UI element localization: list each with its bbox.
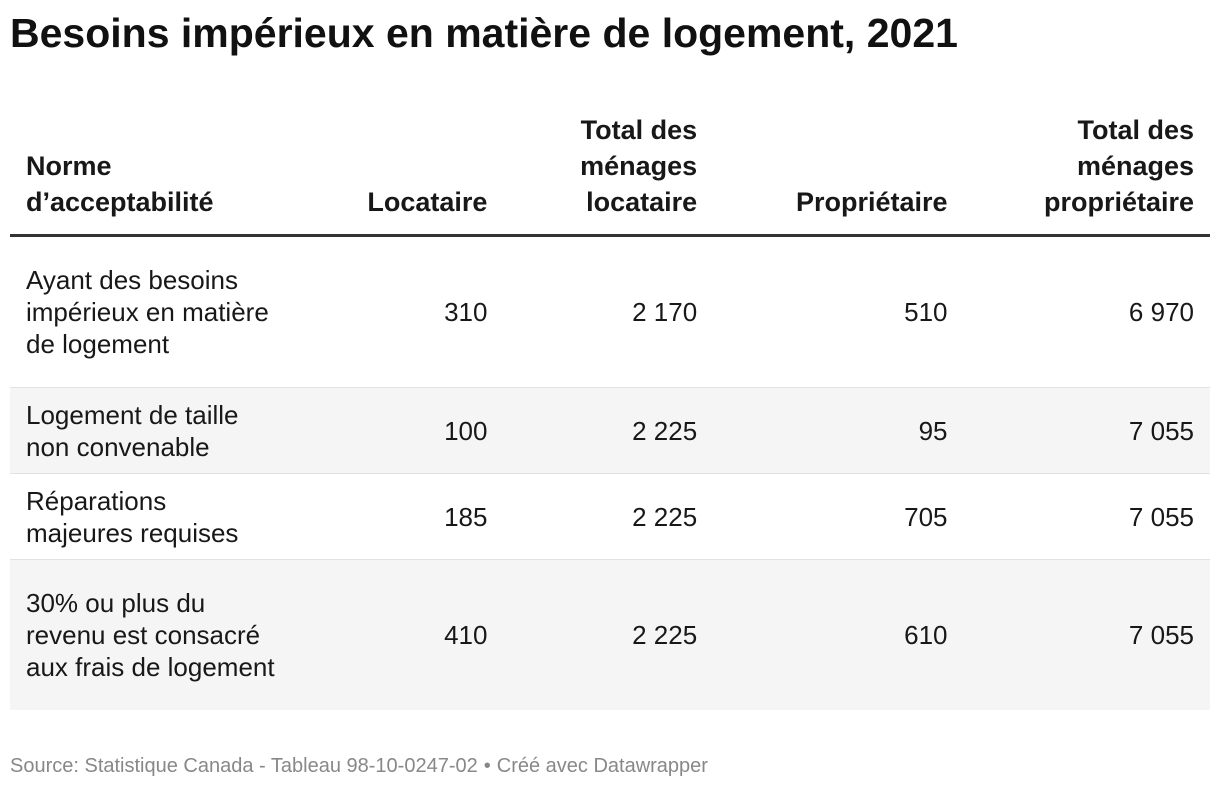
cell-locataire: 410	[292, 559, 504, 710]
table-row: Réparations majeures requises 185 2 225 …	[10, 473, 1210, 560]
datawrapper-credit: Créé avec Datawrapper	[496, 755, 708, 777]
chart-title: Besoins impérieux en matière de logement…	[10, 10, 958, 56]
row-label: Logement de taille non convenable	[10, 387, 293, 474]
cell-total-locataire: 2 170	[503, 235, 714, 388]
cell-total-proprietaire: 7 055	[963, 387, 1210, 474]
table-row: 30% ou plus du revenu est consacré aux f…	[10, 559, 1210, 710]
cell-locataire: 310	[292, 235, 504, 388]
cell-total-locataire: 2 225	[503, 559, 714, 710]
row-label: Réparations majeures requises	[10, 473, 293, 560]
column-header-norme: Norme d’acceptabilité	[10, 112, 293, 237]
cell-total-locataire: 2 225	[503, 387, 714, 474]
column-header-proprietaire: Propriétaire	[713, 112, 964, 237]
column-header-total-locataire: Total des ménages locataire	[503, 112, 714, 237]
table-row: Ayant des besoins impérieux en matière d…	[10, 235, 1210, 388]
cell-proprietaire: 95	[713, 387, 964, 474]
cell-total-locataire: 2 225	[503, 473, 714, 560]
cell-total-proprietaire: 6 970	[963, 235, 1210, 388]
footer-separator: •	[483, 755, 491, 777]
cell-proprietaire: 610	[713, 559, 964, 710]
cell-total-proprietaire: 7 055	[963, 473, 1210, 560]
source-footer: Source: Statistique Canada - Tableau 98-…	[10, 755, 708, 778]
data-table: Norme d’acceptabilité Locataire Total de…	[10, 112, 1210, 710]
table-header-row: Norme d’acceptabilité Locataire Total de…	[10, 112, 1210, 237]
cell-locataire: 185	[292, 473, 504, 560]
column-header-locataire: Locataire	[292, 112, 504, 237]
table-row: Logement de taille non convenable 100 2 …	[10, 387, 1210, 474]
source-text: Source: Statistique Canada - Tableau 98-…	[10, 755, 478, 777]
column-header-total-proprietaire: Total des ménages propriétaire	[963, 112, 1210, 237]
row-label: Ayant des besoins impérieux en matière d…	[10, 235, 293, 388]
cell-proprietaire: 510	[713, 235, 964, 388]
cell-proprietaire: 705	[713, 473, 964, 560]
row-label: 30% ou plus du revenu est consacré aux f…	[10, 559, 293, 710]
cell-total-proprietaire: 7 055	[963, 559, 1210, 710]
cell-locataire: 100	[292, 387, 504, 474]
